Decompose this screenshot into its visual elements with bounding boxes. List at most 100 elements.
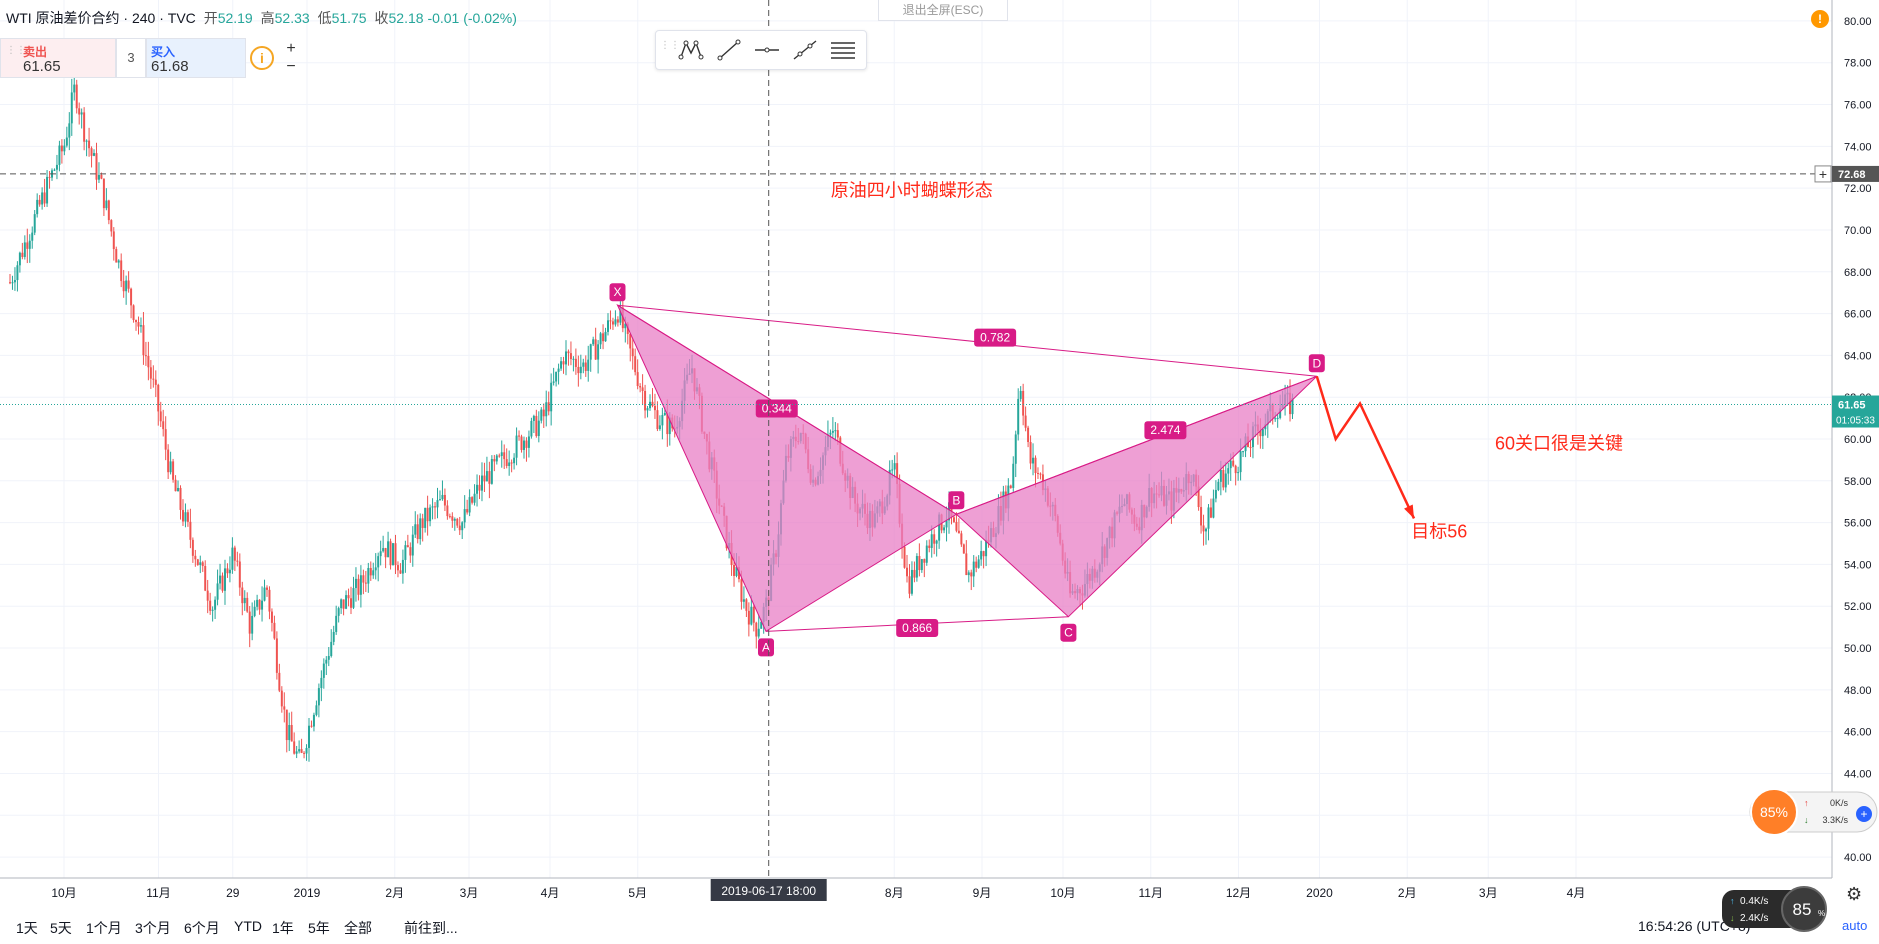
candle-body <box>619 307 622 323</box>
last-price-bg <box>1832 395 1879 428</box>
range-button-7[interactable]: 5年 <box>308 920 330 936</box>
range-button-0[interactable]: 1天 <box>16 920 38 936</box>
ray-line-icon[interactable] <box>790 37 820 63</box>
candle-body <box>105 200 108 209</box>
target-annotation: 目标56 <box>1411 521 1467 541</box>
price-axis[interactable]: 40.0042.0044.0046.0048.0050.0052.0054.00… <box>1814 0 1879 878</box>
candle-body <box>424 507 427 528</box>
ratio-xd-text: 0.782 <box>980 331 1010 345</box>
candle-body <box>315 705 318 715</box>
range-button-2[interactable]: 1个月 <box>86 920 122 936</box>
candle-body <box>476 484 479 494</box>
pattern-tool-icon[interactable] <box>676 37 706 63</box>
quantity-field[interactable]: 3 <box>116 38 146 78</box>
butterfly-pattern[interactable]: 0.344 0.782 0.866 2.474 X A B C D <box>609 283 1325 657</box>
candle-body <box>115 249 118 263</box>
symbol-header: WTI 原油差价合约 · 240 · TVC 开52.19 高52.33 低51… <box>6 8 517 28</box>
candle-body <box>757 628 760 637</box>
menu-lines-icon[interactable] <box>828 37 858 63</box>
candle-body <box>542 409 545 417</box>
candle-body <box>1279 408 1282 418</box>
candle-body <box>164 429 167 450</box>
candle-body <box>562 361 565 365</box>
candle-body <box>609 320 612 322</box>
minus-button[interactable]: − <box>286 58 296 75</box>
candle-body <box>634 356 637 373</box>
time-tick-label: 11月 <box>1139 886 1163 900</box>
time-tick-label: 2月 <box>1398 886 1417 900</box>
candle-body <box>58 145 61 165</box>
horizontal-line-icon[interactable] <box>752 37 782 63</box>
candle-body <box>223 568 226 591</box>
candle-body <box>666 413 669 435</box>
last-price-text: 61.65 <box>1838 400 1866 412</box>
candle-body <box>184 512 187 522</box>
candle-body <box>369 567 372 576</box>
candle-body <box>372 570 375 576</box>
candle-body <box>243 597 246 604</box>
candle-body <box>196 559 199 565</box>
candle-body <box>945 520 948 528</box>
notification-badge[interactable]: ! <box>1811 10 1829 28</box>
candle-body <box>658 425 661 430</box>
gear-icon[interactable]: ⚙ <box>1846 884 1863 904</box>
candle-body <box>614 319 617 325</box>
candle-body <box>611 321 614 325</box>
candle-body <box>154 379 157 385</box>
range-button-4[interactable]: 6个月 <box>184 920 220 936</box>
candle-body <box>755 622 758 637</box>
candle-body <box>236 560 239 562</box>
candle-body <box>513 457 516 464</box>
buy-button[interactable]: 买入 61.68 <box>146 38 246 78</box>
price-tick-label: 78.00 <box>1844 58 1872 70</box>
candle-body <box>446 505 449 517</box>
candle-body <box>1249 446 1252 448</box>
exit-fullscreen-button[interactable]: 退出全屏(ESC) <box>878 0 1008 21</box>
candle-body <box>100 174 103 179</box>
candle-body <box>579 366 582 374</box>
trade-panel: ⋮⋮ 卖出 61.65 3 买入 61.68 i + − <box>0 38 302 78</box>
candle-body <box>364 582 367 584</box>
reference-lines <box>0 0 1832 878</box>
time-tick-label: 4月 <box>1567 886 1586 900</box>
candle-body <box>127 280 130 289</box>
price-tick-label: 50.00 <box>1844 643 1872 655</box>
plus-button[interactable]: + <box>286 40 296 57</box>
auto-scale-button[interactable]: auto <box>1842 918 1868 933</box>
candle-body <box>157 384 160 412</box>
candle-body <box>602 333 605 342</box>
candle-body <box>149 367 152 379</box>
candle-body <box>448 516 451 518</box>
range-button-5[interactable]: YTD <box>234 918 262 934</box>
drag-handle-icon[interactable]: ⋮⋮ <box>6 45 26 56</box>
candle-body <box>1197 486 1200 508</box>
candle-body <box>251 615 254 634</box>
trend-line-icon[interactable] <box>714 37 744 63</box>
candle-body <box>265 587 268 590</box>
candle-body <box>246 597 249 612</box>
range-button-3[interactable]: 3个月 <box>135 920 171 936</box>
range-button-9[interactable]: 前往到... <box>404 920 458 936</box>
svg-text:↑: ↑ <box>1804 798 1809 808</box>
candle-body <box>1232 460 1235 466</box>
candle-body <box>896 463 899 484</box>
candle-body <box>93 153 96 156</box>
range-button-1[interactable]: 5天 <box>50 920 72 936</box>
candle-body <box>342 599 345 609</box>
time-tick-label: 3月 <box>460 886 479 900</box>
range-button-6[interactable]: 1年 <box>272 920 294 936</box>
time-axis[interactable]: 10月 11月 29 2019 2月 3月 4月 5月 8月 9月 10月 11月 12月 2020 2月 3… <box>0 877 1832 901</box>
candle-body <box>569 353 572 360</box>
candle-body <box>891 469 894 471</box>
sell-button[interactable]: ⋮⋮ 卖出 61.65 <box>0 38 116 78</box>
range-button-8[interactable]: 全部 <box>344 920 372 936</box>
candle-body <box>1024 415 1027 428</box>
price-tick-label: 60.00 <box>1844 434 1872 446</box>
info-icon[interactable]: i <box>250 46 274 70</box>
drag-handle-icon[interactable]: ⋮⋮ <box>660 40 680 51</box>
candle-body <box>639 386 642 388</box>
candle-body <box>359 575 362 595</box>
candle-body <box>31 232 34 241</box>
